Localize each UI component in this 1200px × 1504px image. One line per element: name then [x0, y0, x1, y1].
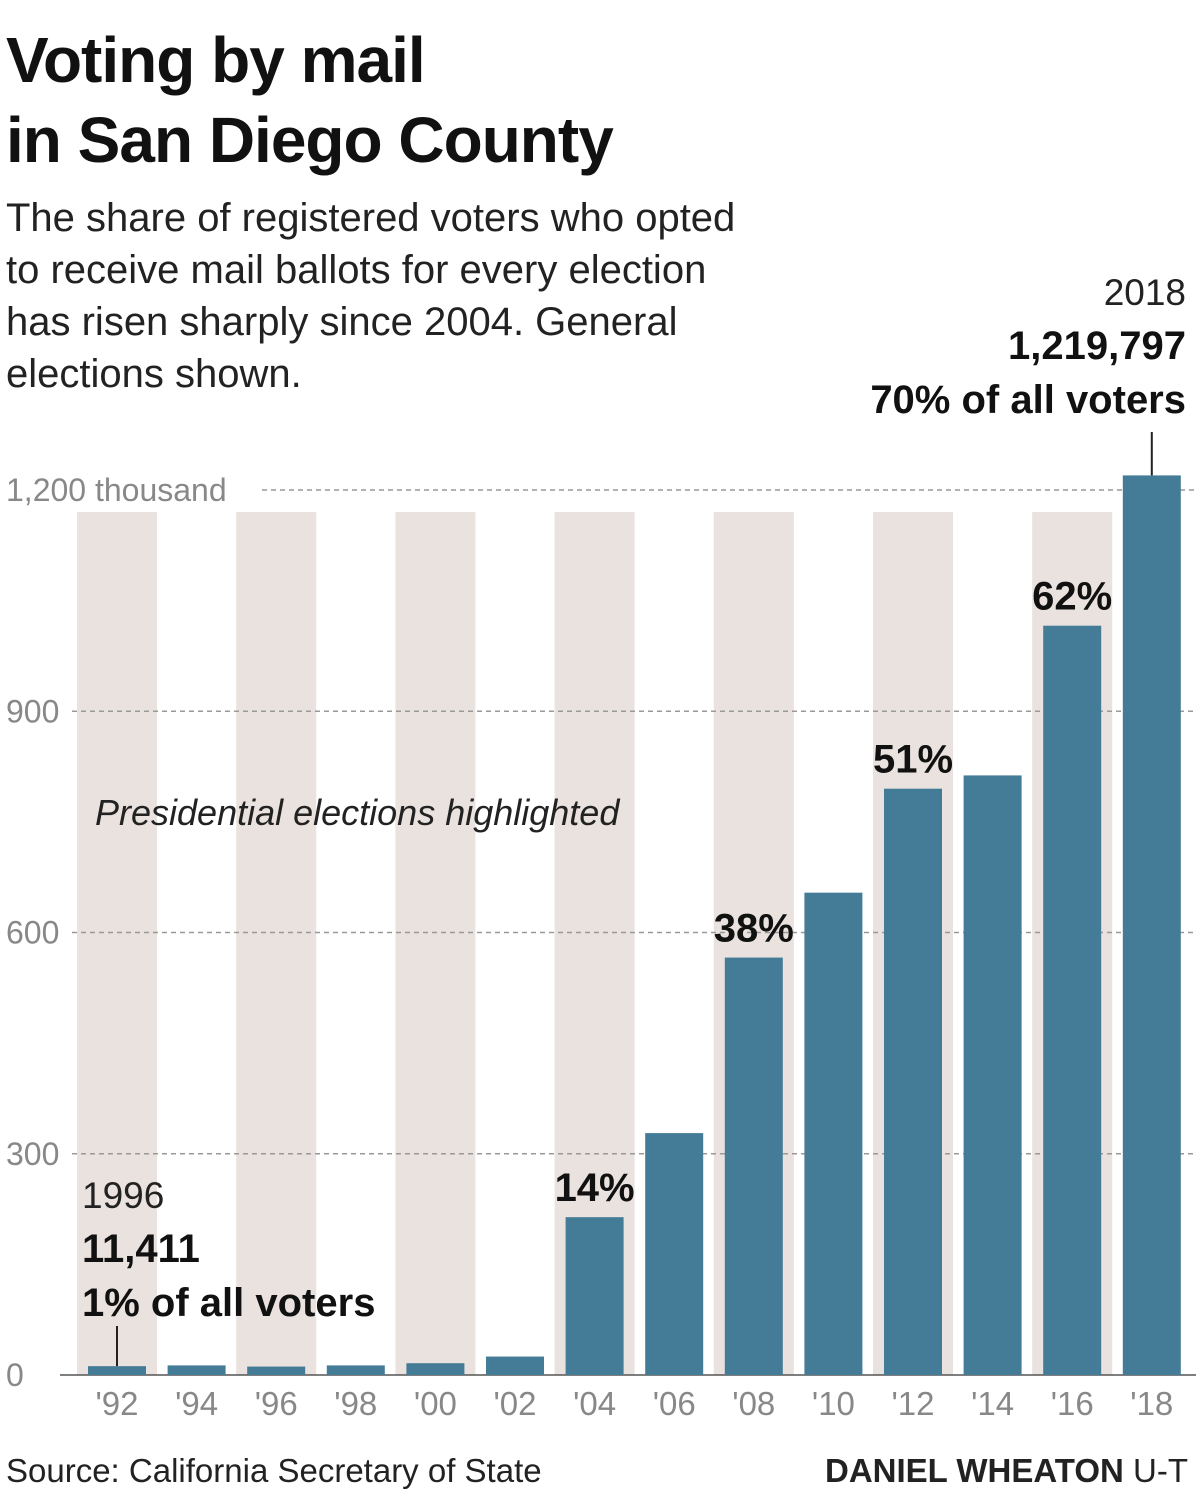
x-tick-label: '08 [732, 1385, 775, 1422]
x-tick-label: '98 [334, 1385, 377, 1422]
x-tick-label: '04 [573, 1385, 616, 1422]
presidential-band [236, 512, 317, 1375]
x-tick-label: '14 [971, 1385, 1014, 1422]
bar-percent-label: 51% [873, 738, 953, 782]
annotation-right-year: 2018 [1104, 272, 1186, 313]
bar [167, 1365, 226, 1375]
annotation-left-year: 1996 [82, 1175, 164, 1216]
x-tick-label: '12 [891, 1385, 934, 1422]
credit: DANIEL WHEATON U-T [825, 1452, 1188, 1490]
bar [326, 1365, 385, 1375]
label-layer: '92 '94 '96 '98 '00 '02 '04 14% '06 '08 38% '10 '12 5… [95, 575, 1173, 1422]
bar-percent-label: 62% [1032, 575, 1112, 619]
annotation-right-share: 70% of all voters [870, 378, 1186, 422]
title-line-1: Voting by mail [6, 24, 426, 96]
x-tick-label: '06 [653, 1385, 696, 1422]
annotation-left-share: 1% of all voters [82, 1281, 375, 1325]
bar [645, 1133, 704, 1375]
y-tick-label: 0 [6, 1357, 24, 1393]
presidential-band [77, 512, 157, 1375]
bar [565, 1217, 624, 1375]
source-note: Source: California Secretary of State [6, 1452, 542, 1489]
bar [247, 1366, 306, 1375]
bar-percent-label: 14% [555, 1166, 635, 1210]
y-tick-label: 300 [6, 1136, 59, 1172]
bar [486, 1356, 544, 1375]
x-tick-label: '94 [175, 1385, 218, 1422]
title-line-2: in San Diego County [6, 104, 614, 176]
credit-org: U-T [1133, 1452, 1188, 1489]
bar [724, 957, 783, 1375]
x-tick-label: '16 [1051, 1385, 1094, 1422]
annotation-layer: Presidential elections highlighted 1996 11… [82, 272, 1186, 1367]
y-tick-label: 1,200 thousand [6, 472, 227, 508]
x-tick-label: '18 [1130, 1385, 1173, 1422]
bar [804, 892, 863, 1375]
y-tick-label: 900 [6, 693, 59, 729]
x-tick-label: '02 [493, 1385, 536, 1422]
x-tick-label: '00 [414, 1385, 457, 1422]
annotation-left-count: 11,411 [82, 1227, 200, 1271]
highlight-note: Presidential elections highlighted [95, 792, 620, 833]
chart-subtitle: The share of registered voters who opted… [6, 196, 736, 396]
y-tick-label: 600 [6, 915, 59, 951]
presidential-band [395, 512, 476, 1375]
bar [406, 1363, 465, 1375]
bar-layer [88, 475, 1181, 1375]
x-tick-label: '92 [95, 1385, 138, 1422]
bar [1043, 625, 1102, 1375]
bar [963, 775, 1022, 1375]
credit-name: DANIEL WHEATON [825, 1452, 1124, 1489]
bar-percent-label: 38% [714, 907, 794, 951]
bar [884, 788, 942, 1375]
x-tick-label: '10 [812, 1385, 855, 1422]
chart-title: Voting by mail in San Diego County [6, 20, 906, 180]
x-tick-label: '96 [255, 1385, 298, 1422]
bar [88, 1366, 146, 1375]
bar [1122, 475, 1181, 1375]
annotation-right-count: 1,219,797 [1008, 324, 1186, 368]
